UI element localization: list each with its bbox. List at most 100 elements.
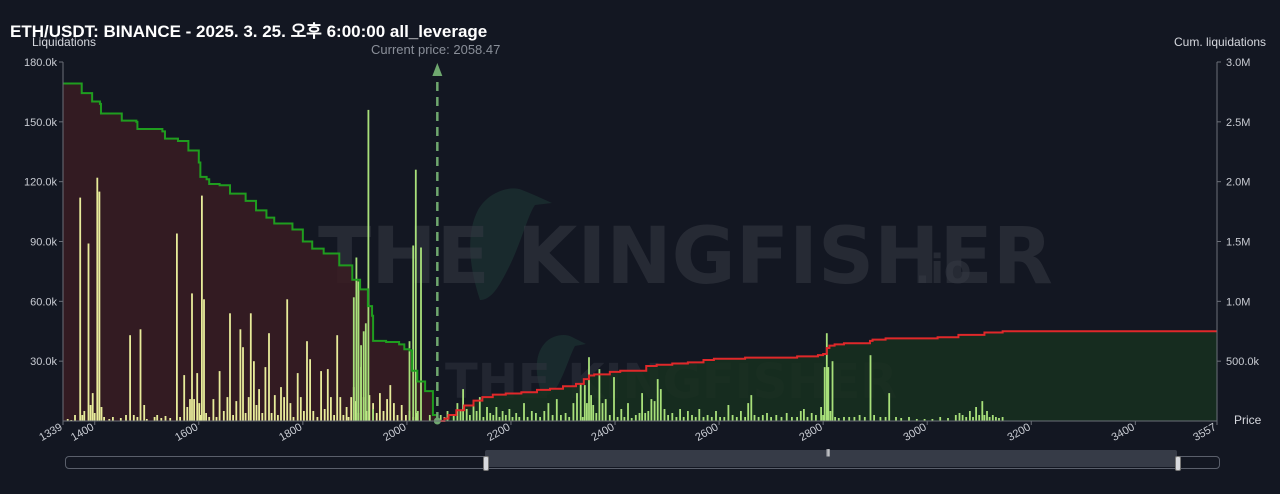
long-liq-bar: [242, 347, 244, 421]
short-liq-bar: [791, 417, 793, 421]
short-liq-bar: [590, 395, 592, 421]
long-liq-bar: [249, 313, 252, 421]
long-liq-bar: [66, 419, 69, 421]
short-liq-bar: [715, 411, 717, 421]
long-liq-bar: [316, 417, 319, 421]
y-tick-label: 150.0k: [24, 117, 58, 129]
long-liq-bar: [323, 409, 326, 421]
short-liq-bar: [823, 367, 826, 421]
short-liq-bar: [495, 407, 498, 421]
short-liq-bar: [750, 395, 753, 421]
long-liq-bar: [277, 415, 279, 421]
short-liq-bar: [958, 413, 961, 421]
short-liq-bar: [352, 297, 355, 421]
long-liq-bar: [198, 403, 201, 421]
long-liq-bar: [200, 415, 202, 421]
short-liq-bar: [526, 417, 529, 421]
short-liq-bar: [753, 415, 756, 421]
short-liq-bar: [408, 341, 411, 421]
long-liq-bar: [239, 329, 242, 421]
short-liq-bar: [465, 409, 468, 421]
short-liq-bar: [586, 403, 588, 421]
long-liq-bar: [309, 359, 311, 421]
range-slider-left-handle[interactable]: [483, 456, 489, 471]
short-liq-bar: [592, 405, 595, 421]
y-tick-label: 30.0k: [30, 356, 57, 368]
long-liq-bar: [400, 405, 403, 421]
x-tick-label: 2800: [797, 421, 824, 444]
short-liq-bar: [908, 417, 910, 421]
short-liq-bar: [547, 403, 550, 421]
grip-icon[interactable]: |||: [826, 448, 830, 457]
short-liq-bar: [815, 415, 817, 421]
short-liq-bar: [595, 413, 598, 421]
short-liq-bar: [355, 257, 358, 421]
long-liq-bar: [139, 329, 142, 421]
short-liq-bar: [895, 417, 897, 421]
range-slider-right-handle[interactable]: [1175, 456, 1181, 471]
short-liq-bar: [972, 417, 974, 421]
cum-long-area: [63, 83, 438, 421]
long-liq-bar: [196, 373, 199, 421]
long-liq-bar: [208, 417, 211, 421]
short-liq-bar: [367, 109, 370, 422]
short-liq-bar: [478, 397, 481, 421]
short-liq-bar: [848, 417, 851, 421]
short-liq-bar: [634, 415, 637, 421]
short-liq-bar: [492, 415, 495, 421]
long-liq-bar: [108, 419, 111, 421]
short-liq-bar: [446, 411, 449, 421]
x-tick-label: 1600: [173, 421, 200, 444]
long-liq-bar: [253, 361, 255, 421]
long-liq-bar: [296, 373, 299, 421]
short-liq-bar: [785, 413, 788, 421]
long-liq-bar: [132, 415, 135, 421]
long-liq-bar: [261, 413, 264, 421]
long-liq-bar: [336, 335, 339, 421]
long-liq-bar: [283, 397, 285, 421]
long-liq-bar: [74, 415, 76, 421]
short-liq-bar: [843, 417, 845, 421]
short-liq-bar: [727, 405, 730, 421]
short-liq-bar: [501, 411, 504, 421]
short-liq-bar: [954, 415, 957, 421]
long-liq-bar: [179, 417, 181, 421]
range-slider-window[interactable]: [485, 450, 1177, 467]
y-tick-label: 120.0k: [24, 177, 58, 189]
short-liq-bar: [623, 417, 626, 421]
y2-tick-label: 2.0M: [1226, 177, 1250, 189]
long-liq-bar: [81, 415, 84, 421]
cum-short-line: [437, 330, 1217, 422]
short-liq-bar: [723, 417, 726, 421]
long-liq-bar: [156, 415, 159, 421]
short-liq-bar: [523, 403, 525, 421]
short-liq-bar: [489, 413, 492, 421]
long-liq-bar: [226, 397, 229, 421]
long-liq-bar: [379, 393, 381, 421]
y2-tick-label: 3.0M: [1226, 57, 1250, 69]
long-liq-bar: [389, 385, 392, 421]
short-liq-bar: [543, 411, 546, 421]
y2-tick-label: 1.5M: [1226, 237, 1250, 249]
short-liq-bar: [572, 403, 575, 421]
x-tick-label: 2200: [485, 421, 512, 444]
short-liq-bar: [462, 389, 464, 421]
short-liq-bar: [863, 417, 866, 421]
long-liq-bar: [145, 419, 148, 421]
long-liq-bar: [91, 393, 94, 421]
short-liq-bar: [931, 419, 934, 421]
short-liq-bar: [858, 415, 861, 421]
short-liq-bar: [820, 407, 822, 421]
short-liq-bar: [644, 413, 647, 421]
short-liq-bar: [915, 419, 918, 421]
short-liq-bar: [735, 417, 738, 421]
long-liq-bar: [183, 375, 186, 421]
short-liq-bar: [653, 401, 656, 421]
kingfisher-logo-small-icon: [536, 335, 586, 396]
long-liq-bar: [299, 397, 302, 421]
long-liq-bar: [100, 407, 103, 421]
long-liq-bar: [201, 195, 203, 421]
current-price-arrow: [432, 63, 443, 76]
long-liq-bar: [176, 233, 178, 421]
